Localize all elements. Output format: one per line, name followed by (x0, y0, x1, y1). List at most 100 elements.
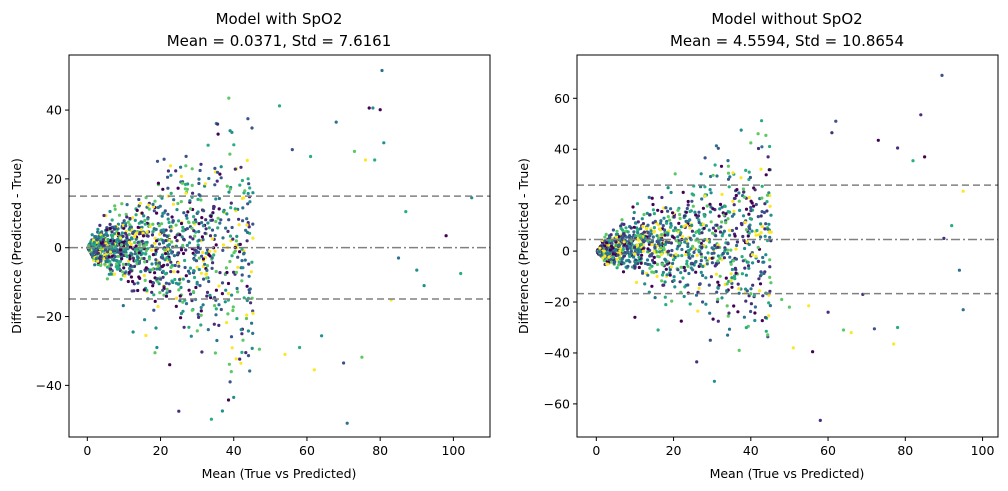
scatter-point (342, 361, 346, 365)
scatter-point (627, 235, 632, 239)
scatter-point (174, 169, 178, 173)
scatter-point (669, 253, 673, 257)
scatter-point (763, 202, 767, 206)
scatter-point (207, 176, 211, 181)
scatter-point (780, 297, 784, 302)
scatter-point (251, 331, 255, 335)
scatter-point (150, 244, 155, 249)
scatter-point (653, 245, 657, 250)
scatter-point (896, 146, 900, 150)
scatter-point (747, 212, 751, 216)
scatter-point (213, 166, 217, 170)
scatter-point (747, 195, 751, 200)
scatter-point (230, 130, 234, 134)
scatter-point (210, 266, 214, 270)
scatter-point (162, 228, 166, 232)
scatter-point (724, 221, 728, 225)
scatter-point (768, 204, 772, 208)
scatter-point (201, 224, 205, 228)
scatter-point (112, 258, 116, 262)
scatter-point (155, 211, 159, 215)
scatter-point (689, 247, 693, 251)
scatter-point (229, 201, 233, 205)
scatter-point (872, 327, 877, 331)
scatter-point (210, 228, 215, 232)
scatter-point (671, 261, 675, 266)
scatter-point (841, 328, 846, 332)
scatter-point (201, 238, 205, 242)
scatter-point (105, 256, 109, 260)
scatter-point (212, 253, 216, 257)
scatter-point (748, 175, 753, 180)
scatter-point (162, 233, 166, 237)
scatter-point (161, 187, 165, 191)
scatter-point (231, 237, 235, 241)
scatter-point (94, 235, 98, 239)
scatter-point (172, 270, 176, 274)
scatter-point (633, 252, 637, 256)
scatter-point (756, 146, 761, 151)
scatter-point (122, 219, 126, 223)
scatter-point (605, 259, 609, 263)
scatter-point (670, 299, 674, 303)
scatter-point (169, 224, 173, 228)
scatter-point (761, 255, 765, 260)
scatter-point (131, 230, 135, 234)
scatter-point (247, 182, 251, 186)
scatter-point (153, 299, 157, 303)
scatter-point (238, 242, 242, 246)
scatter-point (686, 203, 690, 207)
scatter-point (734, 226, 739, 230)
scatter-point (611, 252, 615, 256)
scatter-point (178, 277, 182, 282)
scatter-point (660, 262, 664, 266)
scatter-point (649, 232, 653, 236)
scatter-point (92, 240, 96, 245)
scatter-point (210, 218, 214, 222)
scatter-point (181, 225, 185, 229)
scatter-point (617, 235, 621, 239)
scatter-point (735, 188, 739, 192)
scatter-point (620, 260, 624, 264)
scatter-point (728, 233, 732, 237)
scatter-point (727, 185, 731, 189)
scatter-point (173, 235, 177, 239)
scatter-point (625, 247, 629, 251)
scatter-point (760, 225, 764, 229)
scatter-point (197, 230, 201, 234)
scatter-point (240, 259, 244, 263)
scatter-point (697, 220, 701, 225)
scatter-point (753, 311, 757, 315)
scatter-point (246, 177, 250, 181)
scatter-point (657, 242, 661, 246)
scatter-point (157, 267, 161, 271)
scatter-point (185, 216, 189, 220)
scatter-point (128, 257, 132, 261)
scatter-point (213, 233, 217, 238)
scatter-point (185, 227, 189, 231)
scatter-point (621, 247, 626, 251)
scatter-point (679, 271, 683, 275)
scatter-point (232, 143, 236, 147)
scatter-point (142, 288, 146, 292)
scatter-point (109, 233, 113, 237)
y-axis-ticks: −40 −20 0 20 40 (36, 103, 69, 393)
scatter-point (179, 311, 183, 316)
scatter-point (760, 184, 764, 188)
scatter-point (165, 263, 170, 267)
scatter-point (108, 226, 112, 231)
plot-frame (576, 54, 999, 438)
scatter-point (182, 237, 186, 241)
scatter-point (154, 248, 158, 252)
scatter-point (750, 229, 754, 233)
scatter-point (678, 280, 682, 284)
scatter-point (129, 275, 133, 279)
scatter-point (656, 208, 660, 212)
scatter-point (126, 262, 131, 266)
scatter-point (720, 296, 724, 300)
scatter-point (132, 289, 136, 293)
scatter-point (726, 177, 731, 181)
scatter-point (247, 274, 251, 278)
scatter-point (196, 312, 200, 316)
